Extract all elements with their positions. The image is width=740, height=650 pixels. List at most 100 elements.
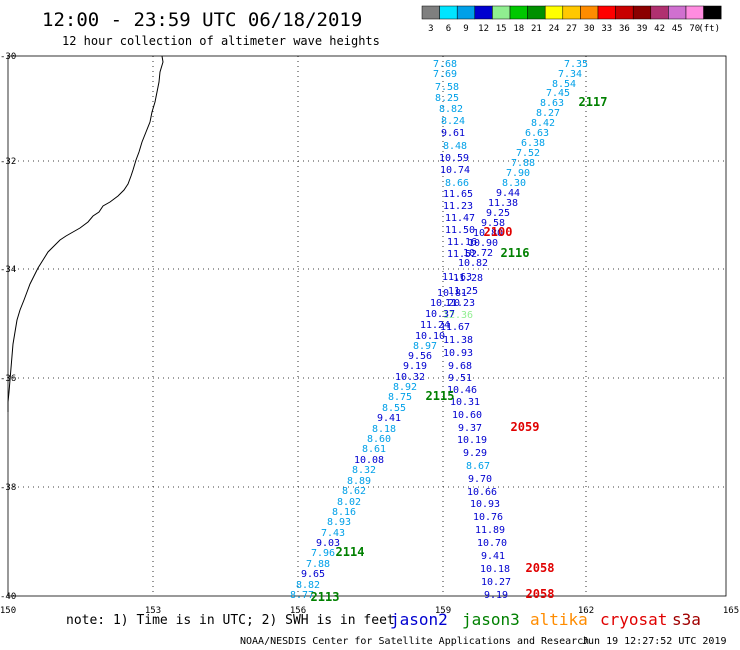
legend-label: 15 (496, 24, 507, 34)
wave-height-value: 8.75 (388, 392, 412, 403)
legend-unit: (ft) (698, 24, 720, 34)
wave-height-value: 11.23 (443, 201, 473, 212)
satellite-name: jason3 (462, 610, 520, 629)
legend-label: 39 (637, 24, 648, 34)
wave-height-value: 9.03 (316, 538, 340, 549)
wave-height-value: 8.42 (531, 118, 555, 129)
satellite-legend: jason2 jason3 altika cryosat s3a (390, 610, 701, 629)
wave-height-value: 10.20 (430, 298, 460, 309)
wave-height-value: 10.46 (447, 385, 477, 396)
pass-number-label: 2100 (484, 225, 513, 239)
legend-swatch (421, 5, 440, 20)
wave-height-value: 10.66 (467, 487, 497, 498)
wave-height-value: 11.25 (448, 286, 478, 297)
wave-height-value: 8.61 (362, 444, 386, 455)
wave-height-value: 9.56 (408, 351, 432, 362)
satellite-name: jason2 (390, 610, 448, 629)
legend-swatch (580, 5, 599, 20)
legend-swatch (650, 5, 669, 20)
wave-height-value: 10.08 (354, 455, 384, 466)
wave-height-value: 9.41 (481, 551, 505, 562)
wave-height-value: 7.96 (311, 548, 335, 559)
legend-swatch (509, 5, 528, 20)
legend-label: 3 (428, 24, 433, 34)
wave-height-value: 10.70 (477, 538, 507, 549)
pass-number-label: 2058 (526, 587, 555, 601)
footer-timestamp: Jun 19 12:27:52 UTC 2019 (582, 636, 727, 647)
legend-swatch (544, 5, 564, 20)
coastline (7, 55, 164, 412)
wave-height-value: 8.25 (435, 93, 459, 104)
wave-height-value: 9.19 (403, 361, 427, 372)
satellite-name: s3a (672, 610, 701, 629)
wave-height-value: 9.51 (448, 373, 472, 384)
wave-height-value: 9.29 (463, 448, 487, 459)
wave-height-value: 7.45 (546, 88, 570, 99)
wave-height-value: 8.67 (466, 461, 490, 472)
wave-height-value: 7.35 (564, 59, 588, 70)
wave-height-value: 8.93 (327, 517, 351, 528)
wave-height-value: 8.16 (332, 507, 356, 518)
pass-number-label: 2114 (336, 545, 365, 559)
wave-height-value: 10.27 (481, 577, 511, 588)
legend-label: 9 (463, 24, 468, 34)
wave-height-value: 9.65 (301, 569, 325, 580)
wave-height-value: 10.82 (458, 258, 488, 269)
map-title: 12:00 - 23:59 UTC 06/18/2019 (42, 9, 362, 31)
lat-tick-label: -30 (0, 52, 16, 62)
legend-label: 27 (566, 24, 577, 34)
wave-height-value: 11.38 (488, 198, 518, 209)
wave-height-value: 10.18 (480, 564, 510, 575)
wave-height-value: 8.48 (443, 141, 467, 152)
legend-swatch (439, 5, 458, 20)
wave-height-value: 7.88 (306, 559, 330, 570)
wave-height-value: 8.55 (382, 403, 406, 414)
lat-lon-grid: 150 153 156 159 162 165 -30 -32 -34 -36 -38 -40 (0, 52, 739, 616)
wave-height-value: 10.32 (395, 372, 425, 383)
wave-height-value: 7.88 (511, 158, 535, 169)
wave-height-value: 9.19 (484, 590, 508, 601)
lon-tick-label: 159 (435, 606, 451, 616)
wave-height-value: 9.61 (441, 128, 465, 139)
legend-label: 30 (584, 24, 595, 34)
map-subtitle: 12 hour collection of altimeter wave hei… (62, 34, 380, 48)
wave-height-value: 11.52 (447, 249, 477, 260)
footer-credit: NOAA/NESDIS Center for Satellite Applica… (240, 636, 589, 647)
legend-label: 6 (446, 24, 451, 34)
pass-number-label: 2115 (426, 389, 455, 403)
wave-height-value: 11.28 (453, 273, 483, 284)
wave-height-value: 8.82 (296, 580, 320, 591)
wave-height-value: 9.68 (448, 361, 472, 372)
wave-height-value: 8.77 (290, 590, 314, 601)
pass-number-label: 2116 (501, 246, 530, 260)
wave-height-value: 8.62 (342, 486, 366, 497)
wave-height-value: 11.47 (445, 213, 475, 224)
wave-height-value: 8.32 (352, 465, 376, 476)
lon-tick-label: 162 (578, 606, 594, 616)
wave-height-value: 8.30 (502, 178, 526, 189)
wave-height-value: 10.59 (439, 153, 469, 164)
lat-tick-label: -40 (0, 592, 16, 602)
wave-height-value: 7.43 (321, 528, 345, 539)
wave-height-value: 8.02 (337, 497, 361, 508)
legend-swatch (668, 5, 687, 20)
wave-height-value: 10.60 (452, 410, 482, 421)
legend-label: 21 (531, 24, 542, 34)
lon-tick-label: 153 (145, 606, 161, 616)
wave-height-value: 10.81 (437, 288, 467, 299)
legend-label: 42 (654, 24, 665, 34)
wave-height-value: 10.19 (457, 435, 487, 446)
legend-swatch (597, 5, 616, 20)
wave-height-value: 10.31 (450, 397, 480, 408)
wave-height-value: 6.63 (525, 128, 549, 139)
wave-height-value: 10.74 (440, 165, 470, 176)
wave-height-value: 10.76 (473, 512, 503, 523)
wave-height-value: 9.25 (486, 208, 510, 219)
legend-label: 33 (601, 24, 612, 34)
wave-height-value: 7.52 (516, 148, 540, 159)
wave-height-value: 8.54 (552, 79, 576, 90)
wave-height-value: 9.37 (458, 423, 482, 434)
wave-height-value: 9.41 (377, 413, 401, 424)
lat-tick-label: -38 (0, 483, 16, 493)
legend-swatch (456, 5, 476, 20)
